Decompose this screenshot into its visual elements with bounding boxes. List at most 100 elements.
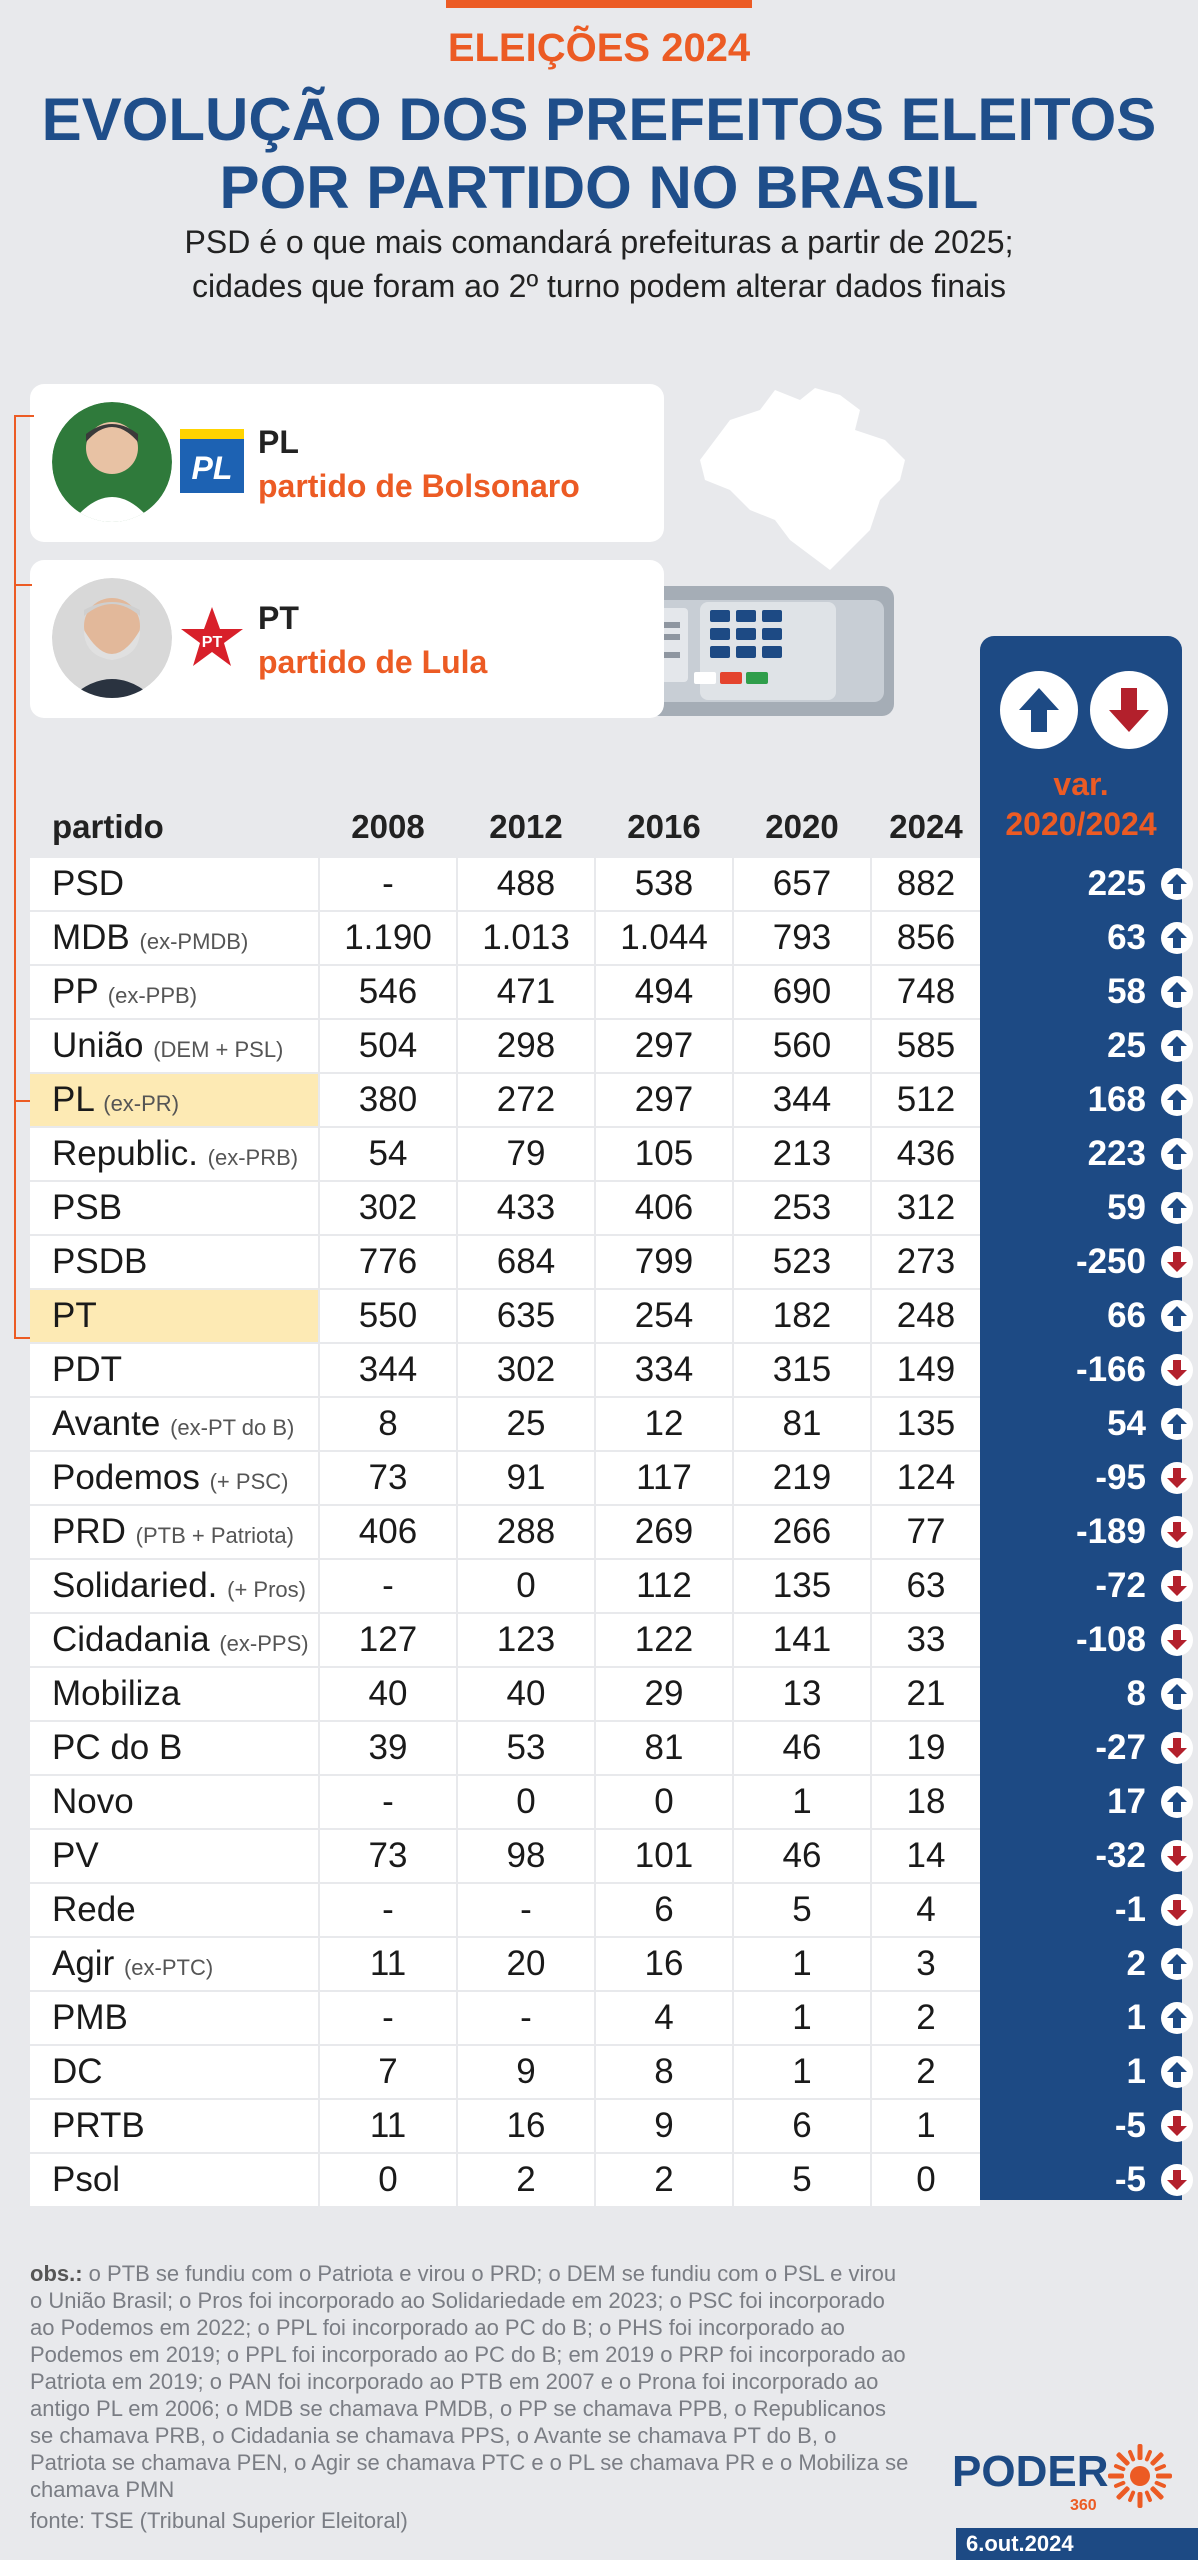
value-cell-2008: - — [320, 858, 456, 910]
value-cell-2024: 0 — [872, 2154, 980, 2206]
value-cell-2008: 302 — [320, 1182, 456, 1234]
table-row: Solidaried. (+ Pros) -0 112 135 63 -72 — [30, 1560, 1193, 1612]
party-note: (ex-PRB) — [207, 1145, 299, 1170]
value-cell-2016: 16 — [596, 1938, 732, 1990]
value-cell-2024: 3 — [872, 1938, 980, 1990]
down-arrow-icon — [1161, 2164, 1193, 2196]
down-arrow-icon — [1161, 1840, 1193, 1872]
value-cell-2008: 73 — [320, 1830, 456, 1882]
party-name-cell: Agir (ex-PTC) — [30, 1938, 318, 1990]
table-row: PV 73 98 101 46 14 -32 — [30, 1830, 1193, 1882]
party-name: Mobiliza — [52, 1674, 181, 1713]
var-header-line-2: 2020/2024 — [1005, 806, 1157, 842]
value-cell-2012: 302 — [458, 1344, 594, 1396]
value-cell-2024: 18 — [872, 1776, 980, 1828]
value-cell-2016: 105 — [596, 1128, 732, 1180]
variation-value: 2 — [1126, 1944, 1146, 1983]
value-cell-2020: 253 — [734, 1182, 870, 1234]
value-cell-2008: 344 — [320, 1344, 456, 1396]
value-cell-2012: 9 — [458, 2046, 594, 2098]
value-cell-2020: 141 — [734, 1614, 870, 1666]
table-row: Psol 0 2 2 5 0 -5 — [30, 2154, 1193, 2206]
value-cell-2008: 1.190 — [320, 912, 456, 964]
variation-value: 223 — [1087, 1134, 1146, 1173]
up-arrow-icon — [1161, 1030, 1193, 1062]
table-row: PDT 344 302 334 315 149 -166 — [30, 1344, 1193, 1396]
value-cell-2012: 79 — [458, 1128, 594, 1180]
party-name: Novo — [52, 1782, 134, 1821]
value-cell-2008: - — [320, 1776, 456, 1828]
bracket-tick-pl — [14, 1100, 32, 1102]
value-cell-2020: 135 — [734, 1560, 870, 1612]
party-note: (ex-PR) — [103, 1091, 180, 1116]
value-cell-2012: 20 — [458, 1938, 594, 1990]
value-cell-2020: 523 — [734, 1236, 870, 1288]
variation-value: 66 — [1107, 1296, 1146, 1335]
value-cell-2024: 21 — [872, 1668, 980, 1720]
party-name-cell: Solidaried. (+ Pros) — [30, 1560, 318, 1612]
column-header-2020: 2020 — [765, 808, 839, 845]
value-cell-2016: 406 — [596, 1182, 732, 1234]
variation-value: -1 — [1114, 1890, 1146, 1929]
value-cell-2012: - — [458, 1992, 594, 2044]
party-name: Cidadania — [52, 1620, 210, 1659]
party-name-cell: PSD — [30, 858, 318, 910]
value-cell-2024: 2 — [872, 1992, 980, 2044]
party-name: Podemos — [52, 1458, 200, 1497]
value-cell-2020: 6 — [734, 2100, 870, 2152]
party-name-cell: PP (ex-PPB) — [30, 966, 318, 1018]
party-name-cell: PT — [30, 1290, 318, 1342]
source-note: fonte: TSE (Tribunal Superior Eleitoral) — [30, 2508, 408, 2533]
pt-star-icon: PT — [181, 607, 243, 666]
value-cell-2012: 488 — [458, 858, 594, 910]
value-cell-2020: 213 — [734, 1128, 870, 1180]
value-cell-2008: - — [320, 1992, 456, 2044]
value-cell-2024: 312 — [872, 1182, 980, 1234]
party-name: PV — [52, 1836, 99, 1875]
table-row: PP (ex-PPB) 546 471 494 690 748 58 — [30, 966, 1193, 1018]
party-name: PC do B — [52, 1728, 183, 1767]
variation-value: 8 — [1126, 1674, 1146, 1713]
value-cell-2012: 91 — [458, 1452, 594, 1504]
pl-logo-icon: PL — [180, 429, 244, 493]
party-name: União — [52, 1026, 144, 1065]
table-row: MDB (ex-PMDB) 1.190 1.013 1.044 793 856 63 — [30, 912, 1193, 964]
value-cell-2020: 1 — [734, 1776, 870, 1828]
subtitle: PSD é o que mais comandará prefeituras a… — [0, 220, 1198, 308]
party-name: MDB — [52, 918, 130, 957]
party-name: Psol — [52, 2160, 121, 2199]
party-name-cell: PRTB — [30, 2100, 318, 2152]
value-cell-2020: 5 — [734, 1884, 870, 1936]
value-cell-2024: 4 — [872, 1884, 980, 1936]
value-cell-2020: 5 — [734, 2154, 870, 2206]
variation-value: 1 — [1126, 1998, 1146, 2037]
party-name-cell: União (DEM + PSL) — [30, 1020, 318, 1072]
value-cell-2024: 248 — [872, 1290, 980, 1342]
value-cell-2024: 585 — [872, 1020, 980, 1072]
variation-value: -108 — [1075, 1620, 1146, 1659]
brand-number: 360 — [1070, 2497, 1097, 2514]
up-arrow-icon — [1161, 1786, 1193, 1818]
down-arrow-icon — [1161, 1354, 1193, 1386]
column-header-2024: 2024 — [889, 808, 963, 845]
party-note: (ex-PT do B) — [170, 1415, 295, 1440]
variation-value: 25 — [1107, 1026, 1146, 1065]
party-name: Republic. — [52, 1134, 198, 1173]
up-arrow-icon — [1161, 1948, 1193, 1980]
pt-logo-text: PT — [202, 634, 223, 651]
value-cell-2024: 2 — [872, 2046, 980, 2098]
bracket-tick-pt — [14, 584, 32, 586]
bolsonaro-avatar — [52, 402, 172, 522]
up-arrow-icon — [1161, 1138, 1193, 1170]
party-note: (ex-PTC) — [123, 1955, 214, 1980]
callout-pt-desc: partido de Lula — [258, 644, 488, 680]
table-row: PRTB 11 16 9 6 1 -5 — [30, 2100, 1193, 2152]
party-note: (PTB + Patriota) — [135, 1523, 294, 1548]
variation-value: -250 — [1075, 1242, 1146, 1281]
value-cell-2008: 406 — [320, 1506, 456, 1558]
variation-value: -166 — [1075, 1350, 1146, 1389]
table-row: PSB 302 433 406 253 312 59 — [30, 1182, 1193, 1234]
party-name-cell: Novo — [30, 1776, 318, 1828]
party-name-cell: PL (ex-PR) — [30, 1074, 318, 1126]
variation-value: 63 — [1107, 918, 1146, 957]
